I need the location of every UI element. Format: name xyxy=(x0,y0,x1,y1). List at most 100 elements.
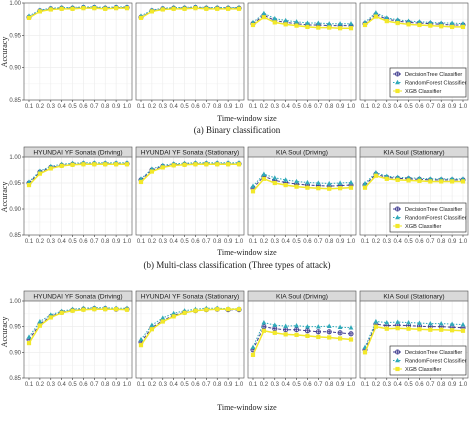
data-point-2 xyxy=(348,26,354,31)
x-tick-label: 0.7 xyxy=(202,104,211,110)
x-tick-label: 0.3 xyxy=(47,382,56,388)
data-point-1 xyxy=(406,319,411,325)
x-tick-label: 0.9 xyxy=(224,104,233,110)
data-point-2 xyxy=(362,22,368,28)
data-point-1 xyxy=(138,176,144,181)
data-point-2 xyxy=(236,307,242,312)
x-tick-label: 0.1 xyxy=(25,382,34,388)
data-point-1 xyxy=(294,323,299,328)
data-point-2 xyxy=(138,179,144,185)
data-point-2 xyxy=(250,22,256,28)
data-point-0 xyxy=(326,329,332,335)
data-point-2 xyxy=(348,185,354,190)
x-tick-label: 0.6 xyxy=(79,239,88,245)
data-point-2 xyxy=(450,179,455,184)
series-line-1 xyxy=(140,307,239,340)
x-axis-title-c: Time-window size xyxy=(217,403,277,412)
data-point-1 xyxy=(373,10,379,15)
y-tick-label: 1.00 xyxy=(9,155,21,161)
data-point-2 xyxy=(182,162,187,167)
data-point-2 xyxy=(439,24,444,29)
data-point-2 xyxy=(160,7,165,12)
series-line-2 xyxy=(140,308,239,346)
data-point-2 xyxy=(92,6,97,11)
series-line-1 xyxy=(252,173,352,187)
series-line-1 xyxy=(364,172,463,184)
x-tick-label: 1.0 xyxy=(123,239,132,245)
data-point-1 xyxy=(384,319,390,325)
y-tick-label: 0.90 xyxy=(9,350,21,356)
legend-marker-2 xyxy=(395,366,400,372)
y-axis-title-c: Accuracy xyxy=(0,317,9,348)
series-line-2 xyxy=(252,177,352,192)
x-tick-label: 0.6 xyxy=(415,382,424,388)
x-tick-label: 0.9 xyxy=(112,104,121,110)
panel-border xyxy=(23,300,133,379)
legend-marker-1 xyxy=(395,79,400,85)
data-point-2 xyxy=(92,307,97,312)
data-point-2 xyxy=(160,319,165,324)
data-point-1 xyxy=(373,318,379,324)
y-tick-label: 0.85 xyxy=(9,98,21,104)
x-tick-label: 0.6 xyxy=(191,104,200,110)
panel-border xyxy=(247,300,357,379)
data-point-1 xyxy=(395,17,401,22)
x-tick-label: 0.9 xyxy=(336,239,345,245)
data-point-2 xyxy=(114,162,119,167)
x-tick-label: 0.8 xyxy=(213,104,222,110)
x-tick-label: 1.0 xyxy=(123,382,132,388)
data-point-2 xyxy=(149,327,154,332)
data-point-2 xyxy=(283,182,288,188)
data-point-0 xyxy=(294,327,300,333)
panel-border xyxy=(135,2,245,101)
data-point-2 xyxy=(81,6,86,11)
data-point-2 xyxy=(406,22,411,27)
data-point-2 xyxy=(406,326,411,331)
x-tick-label: 0.5 xyxy=(68,239,77,245)
x-tick-label: 0.2 xyxy=(148,239,157,245)
data-point-1 xyxy=(37,318,43,324)
data-point-0 xyxy=(304,328,310,334)
panel-0-0: 0.1 0.2 0.3 0.4 0.5 0.6 0.7 0.8 0.9 1.0 0.85 0.90 0.… xyxy=(9,1,133,110)
legend-label: XGB Classifier xyxy=(405,224,442,230)
x-tick-label: 1.0 xyxy=(459,382,468,388)
x-tick-label: 0.8 xyxy=(325,104,334,110)
data-point-1 xyxy=(438,320,444,326)
data-point-2 xyxy=(428,327,433,332)
x-tick-label: 0.4 xyxy=(393,382,402,388)
x-tick-label: 0.4 xyxy=(169,382,178,388)
series-line-1 xyxy=(28,307,127,338)
data-point-2 xyxy=(316,25,321,30)
panel-border xyxy=(359,300,469,379)
series-line-0 xyxy=(364,323,464,350)
legend-marker-2 xyxy=(395,223,400,229)
data-point-2 xyxy=(348,337,354,342)
data-point-2 xyxy=(395,326,400,331)
data-point-2 xyxy=(327,335,332,340)
data-point-1 xyxy=(337,180,343,185)
panel-border xyxy=(247,156,357,236)
y-axis-title-a: Accuracy xyxy=(0,37,9,68)
data-point-2 xyxy=(160,165,165,170)
data-point-2 xyxy=(261,328,266,333)
data-point-2 xyxy=(316,334,321,340)
data-point-2 xyxy=(124,162,130,167)
series-line-1 xyxy=(364,320,464,348)
data-point-2 xyxy=(327,25,332,30)
x-tick-label: 0.3 xyxy=(383,382,392,388)
data-point-2 xyxy=(70,308,75,313)
data-point-1 xyxy=(315,324,321,329)
x-tick-label: 0.7 xyxy=(426,382,435,388)
data-point-2 xyxy=(59,163,64,168)
data-point-1 xyxy=(138,336,144,342)
data-point-1 xyxy=(283,17,289,23)
data-point-1 xyxy=(250,344,256,349)
series-line-2 xyxy=(140,7,239,19)
x-tick-label: 0.9 xyxy=(448,104,457,110)
x-tick-label: 0.2 xyxy=(372,382,381,388)
x-tick-label: 0.4 xyxy=(57,382,66,388)
x-tick-label: 1.0 xyxy=(235,239,244,245)
legend-marker-0 xyxy=(394,349,401,355)
data-point-1 xyxy=(427,320,433,326)
data-point-2 xyxy=(450,328,455,333)
